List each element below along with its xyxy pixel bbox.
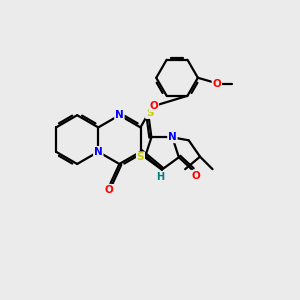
Text: O: O: [191, 171, 200, 181]
Text: S: S: [146, 108, 153, 118]
Text: H: H: [156, 172, 164, 182]
Text: O: O: [212, 79, 221, 89]
Text: N: N: [94, 147, 103, 157]
Text: N: N: [168, 132, 177, 142]
Text: S: S: [137, 152, 144, 162]
Text: O: O: [105, 185, 113, 195]
Text: N: N: [115, 110, 124, 120]
Text: O: O: [149, 101, 158, 111]
